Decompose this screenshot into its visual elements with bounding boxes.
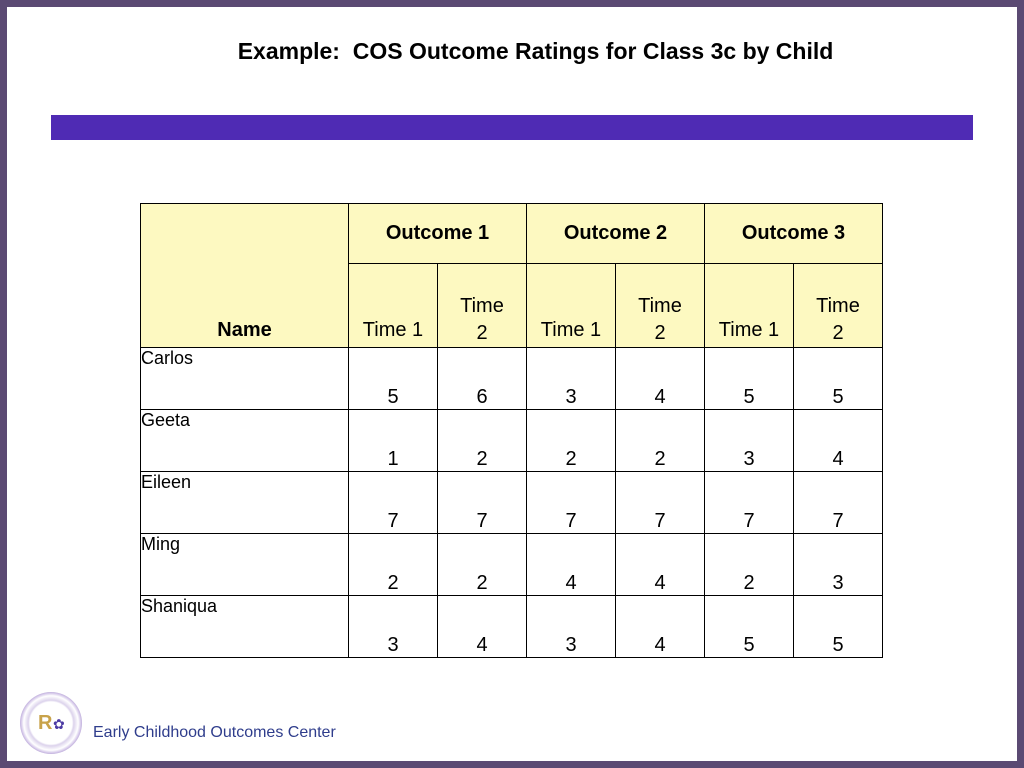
rating-cell: 2	[615, 409, 705, 472]
rating-cell: 5	[793, 347, 883, 410]
rating-cell: 2	[704, 533, 794, 596]
outcome-2-time-2-header: Time 2	[615, 263, 705, 348]
table-row: Shaniqua 3 4 3 4 5 5	[140, 595, 883, 658]
rating-cell: 4	[615, 533, 705, 596]
table-row: Carlos 5 6 3 4 5 5	[140, 347, 883, 410]
rating-cell: 5	[348, 347, 438, 410]
accent-bar	[51, 115, 973, 140]
table-subheader-row: Time 1 Time 2 Time 1 Time 2 Time 1 Time …	[141, 263, 883, 348]
ratings-table: Name Outcome 1 Outcome 2 Outcome 3 Time …	[140, 203, 883, 658]
rating-cell: 5	[704, 595, 794, 658]
rating-cell: 5	[704, 347, 794, 410]
table-row: Geeta 1 2 2 2 3 4	[140, 409, 883, 472]
name-column-header: Name	[140, 203, 349, 348]
outcome-1-header: Outcome 1	[348, 203, 527, 264]
table-row: Ming 2 2 4 4 2 3	[140, 533, 883, 596]
rating-cell: 4	[615, 347, 705, 410]
table-header-row: Name Outcome 1 Outcome 2 Outcome 3	[140, 203, 883, 348]
outcome-3-header: Outcome 3	[704, 203, 883, 264]
organization-name: Early Childhood Outcomes Center	[93, 724, 336, 741]
rating-cell: 3	[793, 533, 883, 596]
logo-letter: R	[38, 712, 53, 734]
rating-cell: 4	[615, 595, 705, 658]
table-row: Eileen 7 7 7 7 7 7	[140, 471, 883, 534]
rating-cell: 1	[348, 409, 438, 472]
outcome-3-time-1-header: Time 1	[704, 263, 794, 348]
rating-cell: 7	[437, 471, 527, 534]
rating-cell: 4	[437, 595, 527, 658]
rating-cell: 4	[793, 409, 883, 472]
rating-cell: 3	[526, 595, 616, 658]
child-name: Eileen	[140, 471, 349, 534]
outcome-3-time-2-header: Time 2	[793, 263, 883, 348]
rating-cell: 2	[526, 409, 616, 472]
rating-cell: 5	[793, 595, 883, 658]
outcome-1-time-2-header: Time 2	[437, 263, 527, 348]
rating-cell: 7	[704, 471, 794, 534]
child-name: Geeta	[140, 409, 349, 472]
rating-cell: 3	[526, 347, 616, 410]
rating-cell: 3	[704, 409, 794, 472]
slide-title: Example: COS Outcome Ratings for Class 3…	[237, 38, 834, 64]
rating-cell: 7	[615, 471, 705, 534]
rating-cell: 7	[526, 471, 616, 534]
outcome-1-time-1-header: Time 1	[348, 263, 438, 348]
child-name: Shaniqua	[140, 595, 349, 658]
child-name: Ming	[140, 533, 349, 596]
rating-cell: 6	[437, 347, 527, 410]
rating-cell: 2	[437, 409, 527, 472]
rating-cell: 2	[348, 533, 438, 596]
slide: Example: COS Outcome Ratings for Class 3…	[7, 7, 1017, 761]
outcome-2-time-1-header: Time 1	[526, 263, 616, 348]
rating-cell: 3	[348, 595, 438, 658]
eco-logo-icon: R ✿	[20, 692, 82, 754]
rating-cell: 7	[793, 471, 883, 534]
child-name: Carlos	[140, 347, 349, 410]
rating-cell: 4	[526, 533, 616, 596]
outcome-2-header: Outcome 2	[526, 203, 705, 264]
rating-cell: 7	[348, 471, 438, 534]
logo-figure-icon: ✿	[53, 716, 65, 732]
rating-cell: 2	[437, 533, 527, 596]
